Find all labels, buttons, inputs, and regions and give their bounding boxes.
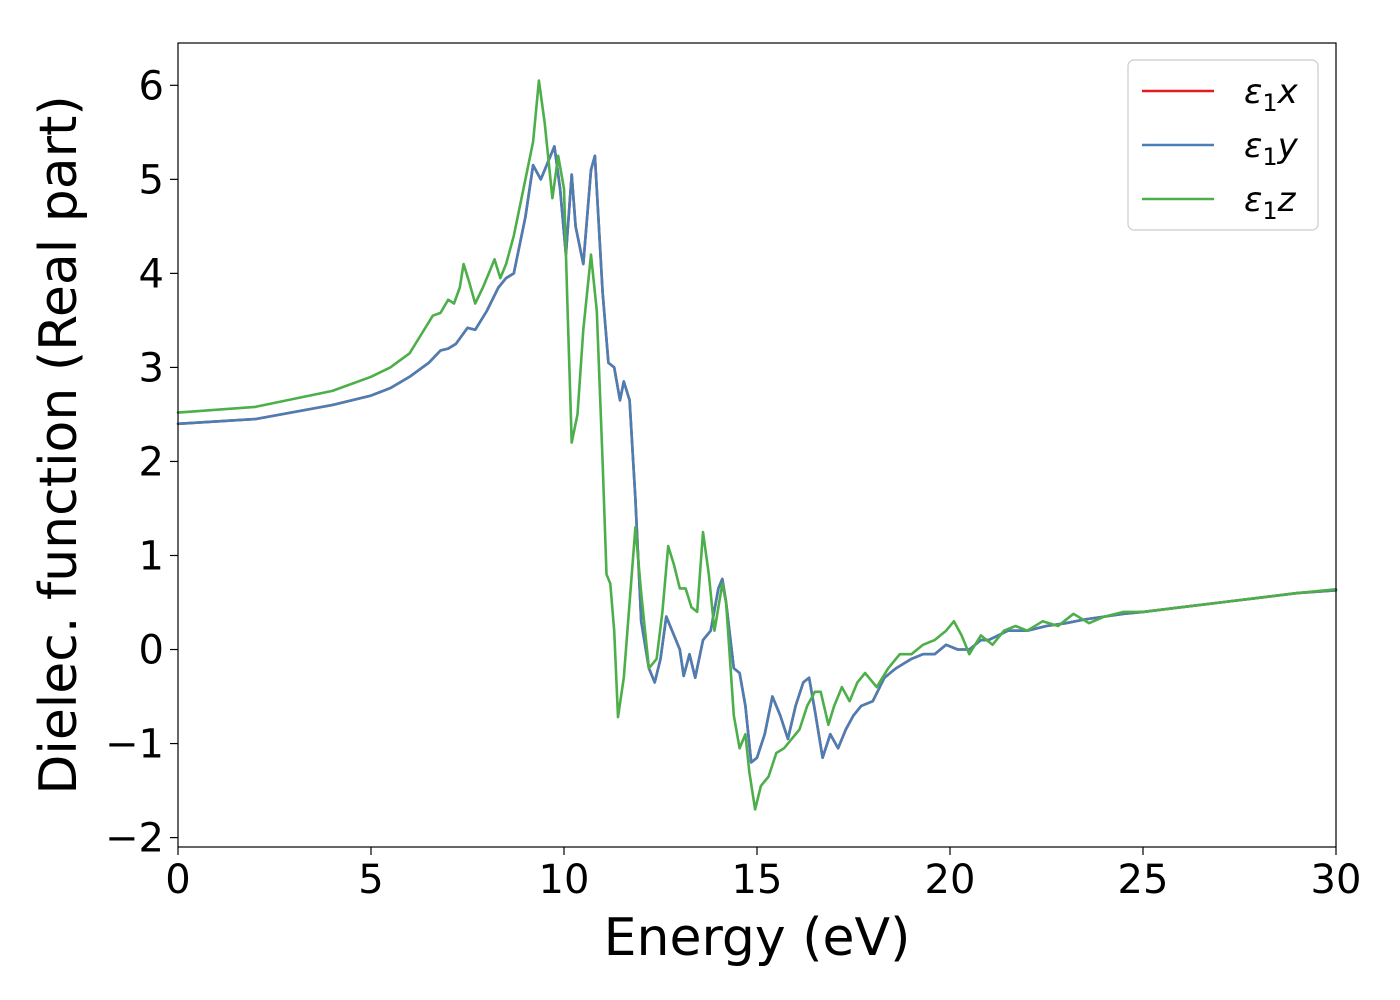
- legend-label-z: ε1z: [1244, 180, 1297, 225]
- x-tick-label: 0: [165, 857, 190, 903]
- y-tick-label: 5: [139, 157, 164, 203]
- y-tick-label: −2: [105, 816, 164, 862]
- y-axis-title: Dielec. function (Real part): [29, 95, 89, 794]
- legend-label-y: ε1y: [1244, 126, 1299, 171]
- series-line-z: [176, 79, 1338, 811]
- x-axis-title: Energy (eV): [604, 908, 911, 968]
- series-line-y: [176, 145, 1338, 764]
- x-tick-label: 20: [925, 857, 976, 903]
- y-tick-label: −1: [105, 722, 164, 768]
- y-tick-label: 6: [139, 63, 164, 109]
- x-tick-label: 5: [358, 857, 383, 903]
- series-layer: [176, 79, 1338, 811]
- legend-label-x: ε1x: [1244, 72, 1299, 117]
- x-tick-label: 30: [1311, 857, 1362, 903]
- y-tick-label: 4: [139, 251, 164, 297]
- x-axis: 0 5 10 15 20 25 30: [165, 847, 1361, 903]
- y-tick-label: 3: [139, 345, 164, 391]
- x-tick-label: 15: [732, 857, 783, 903]
- legend-frame: [1127, 59, 1319, 231]
- legend: ε1x ε1y ε1z: [1127, 59, 1319, 231]
- y-axis: −2 −1 0 1 2 3 4 5 6: [105, 63, 178, 862]
- x-tick-label: 25: [1118, 857, 1169, 903]
- y-tick-label: 1: [139, 533, 164, 579]
- y-tick-label: 2: [139, 439, 164, 485]
- x-tick-label: 10: [539, 857, 590, 903]
- y-tick-label: 0: [139, 628, 164, 674]
